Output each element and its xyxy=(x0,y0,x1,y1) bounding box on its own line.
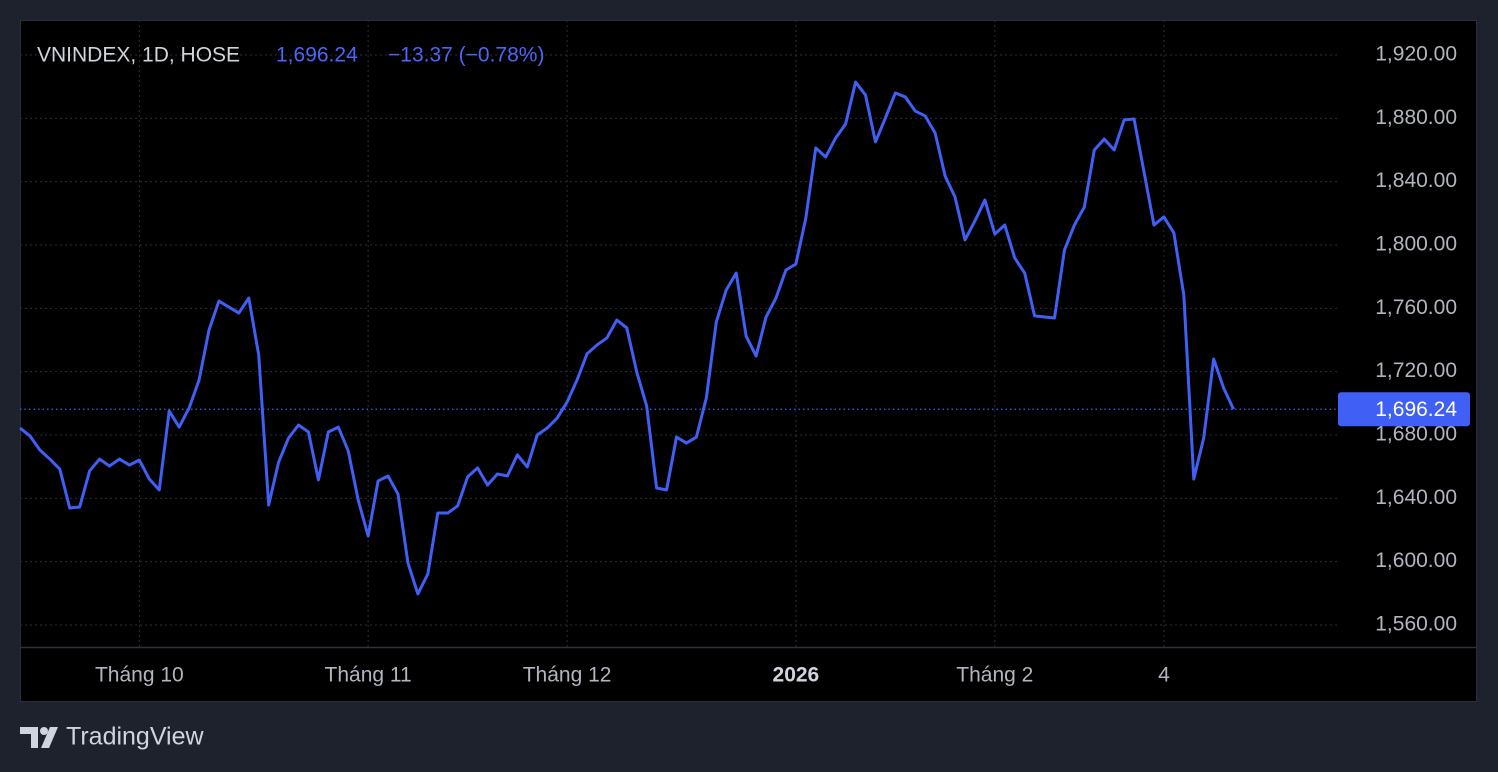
logo-shape xyxy=(41,727,58,748)
price-line xyxy=(19,80,1235,596)
y-tick-label: 1,600.00 xyxy=(1375,549,1457,572)
y-tick-label: 1,760.00 xyxy=(1375,296,1457,319)
x-tick-label: Tháng 10 xyxy=(95,664,184,687)
y-tick-label: 1,680.00 xyxy=(1375,423,1457,446)
y-tick-label: 1,640.00 xyxy=(1375,486,1457,509)
plot xyxy=(19,80,1338,596)
last-price-tag xyxy=(1338,392,1470,427)
x-tick-label: Tháng 12 xyxy=(523,664,612,687)
brand: TradingView xyxy=(66,723,205,751)
x-tick-label: Tháng 11 xyxy=(325,664,412,687)
last-price-tag-label: 1,696.24 xyxy=(1375,398,1457,421)
x-tick-label: Tháng 2 xyxy=(956,664,1033,687)
y-tick-label: 1,800.00 xyxy=(1375,233,1457,256)
x-tick-label: 4 xyxy=(1158,664,1170,687)
y-tick-label: 1,560.00 xyxy=(1375,613,1457,636)
brand-logo xyxy=(20,727,58,748)
logo-shape xyxy=(20,727,38,748)
y-tick-label: 1,840.00 xyxy=(1375,169,1457,192)
last-price: 1,696.24 xyxy=(276,44,358,67)
symbol: VNINDEX, 1D, HOSE xyxy=(37,44,240,67)
price-change: −13.37 (−0.78%) xyxy=(388,44,544,67)
y-tick-label: 1,720.00 xyxy=(1375,359,1457,382)
logo-dot xyxy=(40,727,48,735)
x-tick-label: 2026 xyxy=(773,664,820,687)
chart-panel xyxy=(20,20,1477,702)
y-tick-label: 1,920.00 xyxy=(1375,43,1457,66)
axes: 1,560.00 1,600.00 1,640.00 1,680.00 1,720.00… xyxy=(95,43,1470,687)
y-tick-label: 1,880.00 xyxy=(1375,106,1457,129)
